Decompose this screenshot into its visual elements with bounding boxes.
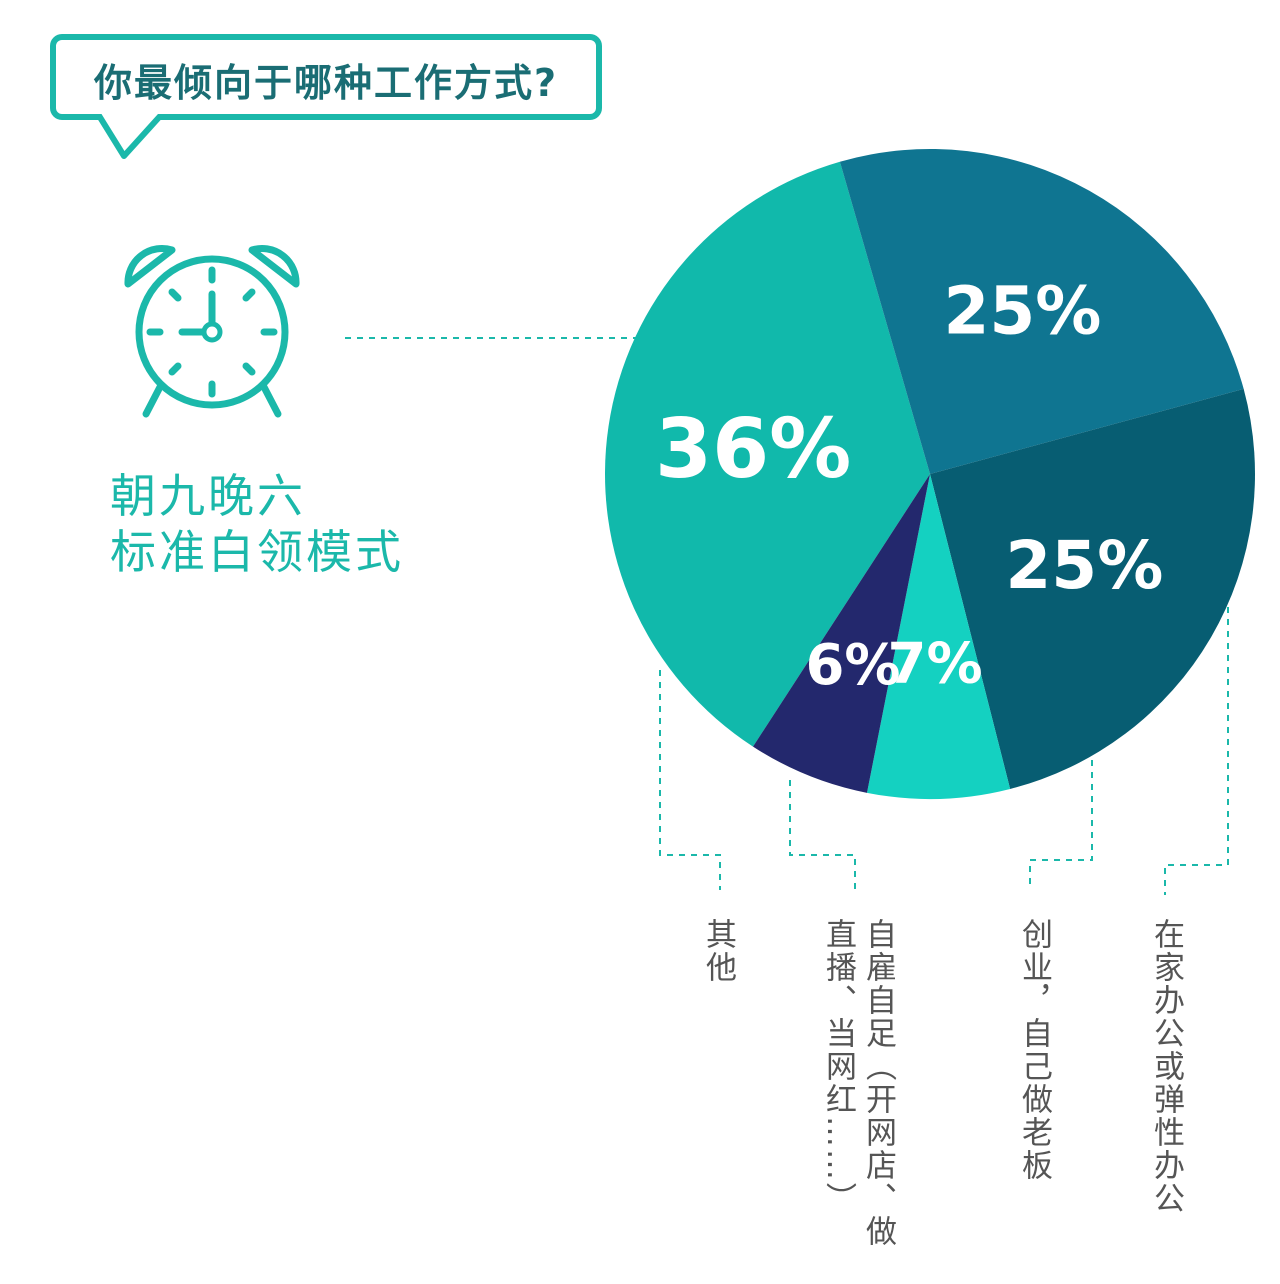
pie-slice-self-employed bbox=[866, 474, 1011, 800]
pie-label-standard-office: 36% bbox=[655, 402, 851, 497]
leader-line-startup bbox=[1029, 760, 1093, 890]
label-startup: 创业，自己做老板 bbox=[1016, 918, 1052, 1182]
mode-label-line2: 标准白领模式 bbox=[110, 525, 404, 579]
bubble-tail bbox=[96, 114, 165, 159]
pie-label-self-employed: 7% bbox=[888, 632, 983, 697]
pie-label-startup: 25% bbox=[1005, 527, 1163, 604]
alarm-clock-icon bbox=[124, 245, 300, 418]
mode-label: 朝九晚六 标准白领模式 bbox=[110, 468, 404, 580]
pie-slice-standard-office bbox=[605, 161, 930, 747]
pie-slice-other bbox=[752, 474, 930, 793]
leader-line-remote bbox=[1164, 595, 1229, 895]
question-title: 你最倾向于哪种工作方式? bbox=[93, 61, 559, 105]
pie-slice-startup bbox=[930, 388, 1255, 789]
mode-label-line1: 朝九晚六 bbox=[110, 469, 306, 523]
pie-label-remote-flexible: 25% bbox=[943, 272, 1101, 349]
pie-slice-remote-flexible bbox=[839, 149, 1244, 474]
question-bubble: 你最倾向于哪种工作方式? bbox=[50, 34, 602, 120]
label-self-employed: 自雇自足（开网店、做直播、当网红……） bbox=[820, 918, 896, 1248]
label-other: 其他 bbox=[700, 918, 736, 984]
leader-line-self-employed bbox=[789, 780, 856, 890]
pie-label-other: 6% bbox=[805, 633, 900, 698]
label-remote: 在家办公或弹性办公 bbox=[1148, 918, 1184, 1215]
